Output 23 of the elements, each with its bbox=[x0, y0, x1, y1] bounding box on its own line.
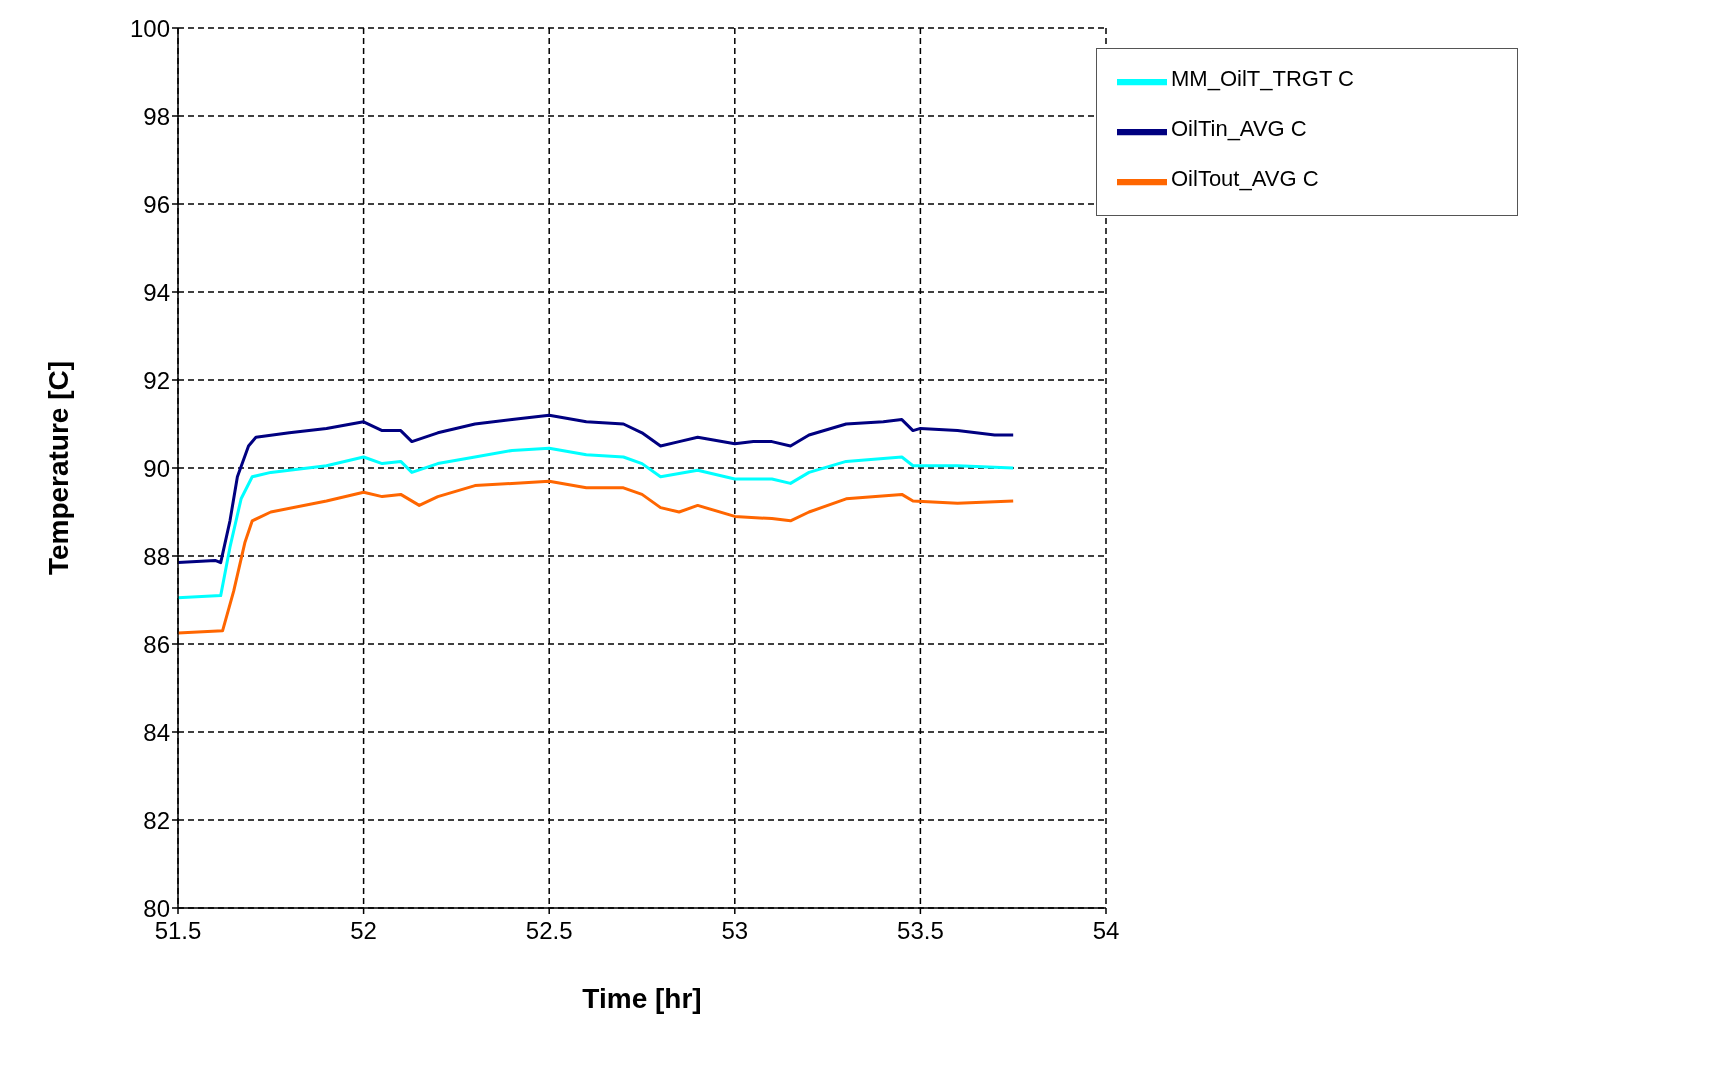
x-tick-label: 52 bbox=[350, 917, 377, 945]
y-tick-label: 92 bbox=[143, 366, 170, 394]
legend-label: OilTin_AVG C bbox=[1171, 116, 1307, 142]
line-series bbox=[178, 446, 1015, 600]
x-axis-title: Time [hr] bbox=[582, 983, 702, 1014]
y-tick-label: 84 bbox=[143, 718, 170, 746]
y-tick-label: 86 bbox=[143, 630, 170, 658]
x-tick-label: 54 bbox=[1092, 917, 1120, 945]
x-tick-label: 52.5 bbox=[525, 917, 573, 945]
y-tick-label: 96 bbox=[143, 190, 170, 218]
legend-label: OilTout_AVG C bbox=[1171, 166, 1319, 192]
line-series bbox=[178, 413, 1015, 565]
y-tick-label: 94 bbox=[143, 278, 170, 306]
legend-label: MM_OilT_TRGT C bbox=[1171, 66, 1354, 92]
y-tick-label: 88 bbox=[143, 542, 170, 570]
line-series bbox=[178, 479, 1015, 635]
y-tick-label: 82 bbox=[143, 806, 170, 834]
y-tick-label: 100 bbox=[129, 14, 170, 42]
y-tick-label: 90 bbox=[143, 454, 170, 482]
x-tick-label: 53.5 bbox=[897, 917, 944, 945]
y-tick-label: 98 bbox=[143, 102, 170, 130]
y-axis-title: Temperature [C] bbox=[42, 360, 74, 576]
x-tick-label: 53 bbox=[721, 917, 749, 945]
